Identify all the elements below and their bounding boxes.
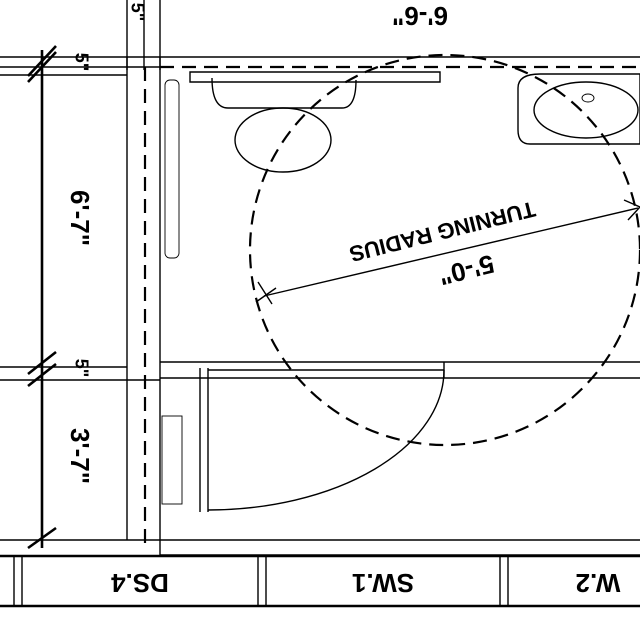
toilet bbox=[189, 71, 441, 173]
turning-radius-circle bbox=[248, 53, 640, 447]
schedule-cell-w2: W.2 bbox=[576, 568, 621, 598]
turning-radius-diameter: 5'-0" bbox=[436, 249, 498, 292]
left-room-depth-dimension: 6'-7" bbox=[65, 190, 95, 246]
door-swing bbox=[207, 362, 445, 511]
grab-bar bbox=[164, 79, 180, 259]
closet-partition bbox=[160, 361, 640, 512]
schedule-strip bbox=[0, 554, 640, 608]
left-wall-a-dimension: 5" bbox=[71, 53, 91, 72]
bottom-wall bbox=[0, 539, 640, 557]
left-wall bbox=[126, 57, 161, 555]
turning-radius-label: TURNING RADIUS bbox=[347, 196, 538, 266]
arrow-head bbox=[623, 199, 640, 221]
top-width-dimension: 6'-6" bbox=[392, 1, 448, 31]
left-wall-b-dimension: 5" bbox=[71, 359, 91, 378]
closet-shelf bbox=[161, 415, 183, 505]
top-wall bbox=[0, 56, 640, 69]
diameter-line bbox=[263, 207, 639, 297]
sink bbox=[517, 73, 640, 145]
schedule-cell-ds4: DS.4 bbox=[111, 568, 169, 598]
schedule-cell-sw1: SW.1 bbox=[352, 568, 414, 598]
left-closet-depth-dimension: 3'-7" bbox=[65, 428, 95, 484]
left-dimension-string bbox=[0, 45, 160, 550]
top-stub-dimension: 5" bbox=[127, 3, 147, 22]
